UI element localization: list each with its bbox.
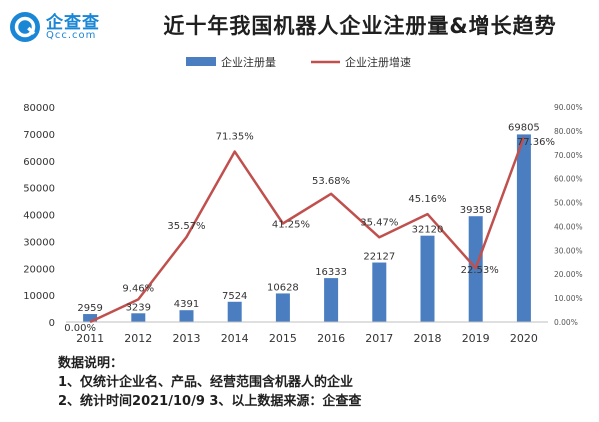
line-series bbox=[89, 136, 526, 324]
left-tick-label: 80000 bbox=[23, 103, 55, 114]
notes-line-2: 2、统计时间2021/10/9 3、以上数据来源：企查查 bbox=[58, 394, 362, 409]
chart: 企业注册量 企业注册增速 0 10000 20000 30000 40000 50000 60… bbox=[23, 55, 583, 345]
notes-heading: 数据说明： bbox=[58, 356, 124, 371]
right-tick-label: 40.00% bbox=[554, 222, 583, 231]
bar-label-2012: 3239 bbox=[126, 302, 151, 313]
right-tick-label: 90.00% bbox=[554, 103, 583, 112]
left-tick-label: 60000 bbox=[23, 157, 55, 168]
x-tick-label-2013: 2013 bbox=[173, 332, 201, 345]
x-tick-label-2015: 2015 bbox=[269, 332, 297, 345]
bar-value-labels: 2959 3239 4391 7524 10628 16333 22127 32120 3935… bbox=[77, 122, 539, 314]
right-tick-label: 20.00% bbox=[554, 270, 583, 279]
line-label-2011: 0.00% bbox=[64, 323, 96, 334]
x-axis: 2011 2012 2013 2014 2015 2016 2017 2018 2019 2020 bbox=[76, 332, 538, 345]
x-tick-label-2018: 2018 bbox=[414, 332, 442, 345]
left-axis: 0 10000 20000 30000 40000 50000 60000 70000 8000… bbox=[23, 103, 55, 329]
right-tick-label: 0.00% bbox=[554, 318, 578, 327]
x-tick-label-2011: 2011 bbox=[76, 332, 104, 345]
right-tick-label: 50.00% bbox=[554, 199, 583, 208]
header: 企查查 Qcc.com 近十年我国机器人企业注册量&增长趋势 bbox=[0, 0, 599, 52]
line-label-2019: 22.53% bbox=[461, 265, 499, 276]
bar-2020 bbox=[516, 134, 531, 322]
left-tick-label: 70000 bbox=[23, 130, 55, 141]
line-label-2014: 71.35% bbox=[216, 132, 254, 143]
left-tick-label: 20000 bbox=[23, 264, 55, 275]
x-tick-label-2020: 2020 bbox=[510, 332, 538, 345]
bar-label-2014: 7524 bbox=[222, 291, 247, 302]
bar-label-2016: 16333 bbox=[315, 267, 347, 278]
qcc-logo-icon bbox=[10, 12, 40, 42]
left-tick-label: 40000 bbox=[23, 211, 55, 222]
line-label-2016: 53.68% bbox=[312, 176, 350, 187]
logo-domain: Qcc.com bbox=[46, 30, 97, 41]
bar-2015 bbox=[275, 293, 290, 322]
right-tick-label: 70.00% bbox=[554, 151, 583, 160]
bar-2011 bbox=[83, 314, 98, 322]
bar-2014 bbox=[227, 301, 242, 322]
chart-title: 近十年我国机器人企业注册量&增长趋势 bbox=[163, 14, 557, 38]
bar-2016 bbox=[324, 278, 339, 322]
bar-label-2018: 32120 bbox=[412, 225, 444, 236]
line-label-2020: 77.36% bbox=[517, 137, 555, 148]
right-tick-label: 10.00% bbox=[554, 294, 583, 303]
line-label-2018: 45.16% bbox=[408, 194, 446, 205]
bar-label-2015: 10628 bbox=[267, 282, 299, 293]
right-tick-label: 60.00% bbox=[554, 175, 583, 184]
legend-label-bar: 企业注册量 bbox=[221, 55, 276, 69]
bar-label-2019: 39358 bbox=[460, 205, 492, 216]
right-tick-label: 30.00% bbox=[554, 246, 583, 255]
x-tick-label-2017: 2017 bbox=[365, 332, 393, 345]
notes-line-1: 1、仅统计企业名、产品、经营范围含机器人的企业 bbox=[58, 375, 354, 390]
line-label-2013: 35.57% bbox=[167, 221, 205, 232]
line-value-labels: 0.00% 9.46% 35.57% 71.35% 41.25% 53.68% 35.47%… bbox=[64, 132, 555, 334]
left-tick-label: 50000 bbox=[23, 184, 55, 195]
notes: 数据说明： 1、仅统计企业名、产品、经营范围含机器人的企业 2、统计时间2021… bbox=[58, 354, 578, 411]
legend: 企业注册量 企业注册增速 bbox=[186, 55, 411, 69]
bar-label-2013: 4391 bbox=[174, 299, 199, 310]
x-tick-label-2014: 2014 bbox=[221, 332, 249, 345]
bar-2017 bbox=[372, 262, 387, 322]
line-label-2012: 9.46% bbox=[122, 283, 154, 294]
bar-2018 bbox=[420, 235, 435, 322]
right-tick-label: 80.00% bbox=[554, 127, 583, 136]
growth-line bbox=[89, 136, 526, 324]
bar-label-2020: 69805 bbox=[508, 122, 540, 133]
legend-swatch-bar bbox=[186, 57, 216, 66]
bar-label-2011: 2959 bbox=[77, 303, 102, 314]
bar-2013 bbox=[179, 310, 194, 322]
legend-label-line: 企业注册增速 bbox=[345, 55, 411, 69]
bar-series bbox=[83, 134, 531, 322]
x-tick-label-2016: 2016 bbox=[317, 332, 345, 345]
right-axis: 0.00% 10.00% 20.00% 30.00% 40.00% 50.00% 60.00… bbox=[554, 103, 583, 327]
line-label-2017: 35.47% bbox=[360, 217, 398, 228]
x-tick-label-2012: 2012 bbox=[124, 332, 152, 345]
bar-2012 bbox=[131, 313, 146, 322]
logo-name: 企查查 bbox=[46, 13, 100, 33]
left-tick-label: 10000 bbox=[23, 291, 55, 302]
left-tick-label: 30000 bbox=[23, 237, 55, 248]
left-tick-label: 0 bbox=[49, 318, 55, 329]
logo: 企查查 Qcc.com bbox=[8, 8, 128, 46]
bar-label-2017: 22127 bbox=[363, 252, 395, 263]
x-tick-label-2019: 2019 bbox=[462, 332, 490, 345]
line-label-2015: 41.25% bbox=[272, 219, 310, 230]
